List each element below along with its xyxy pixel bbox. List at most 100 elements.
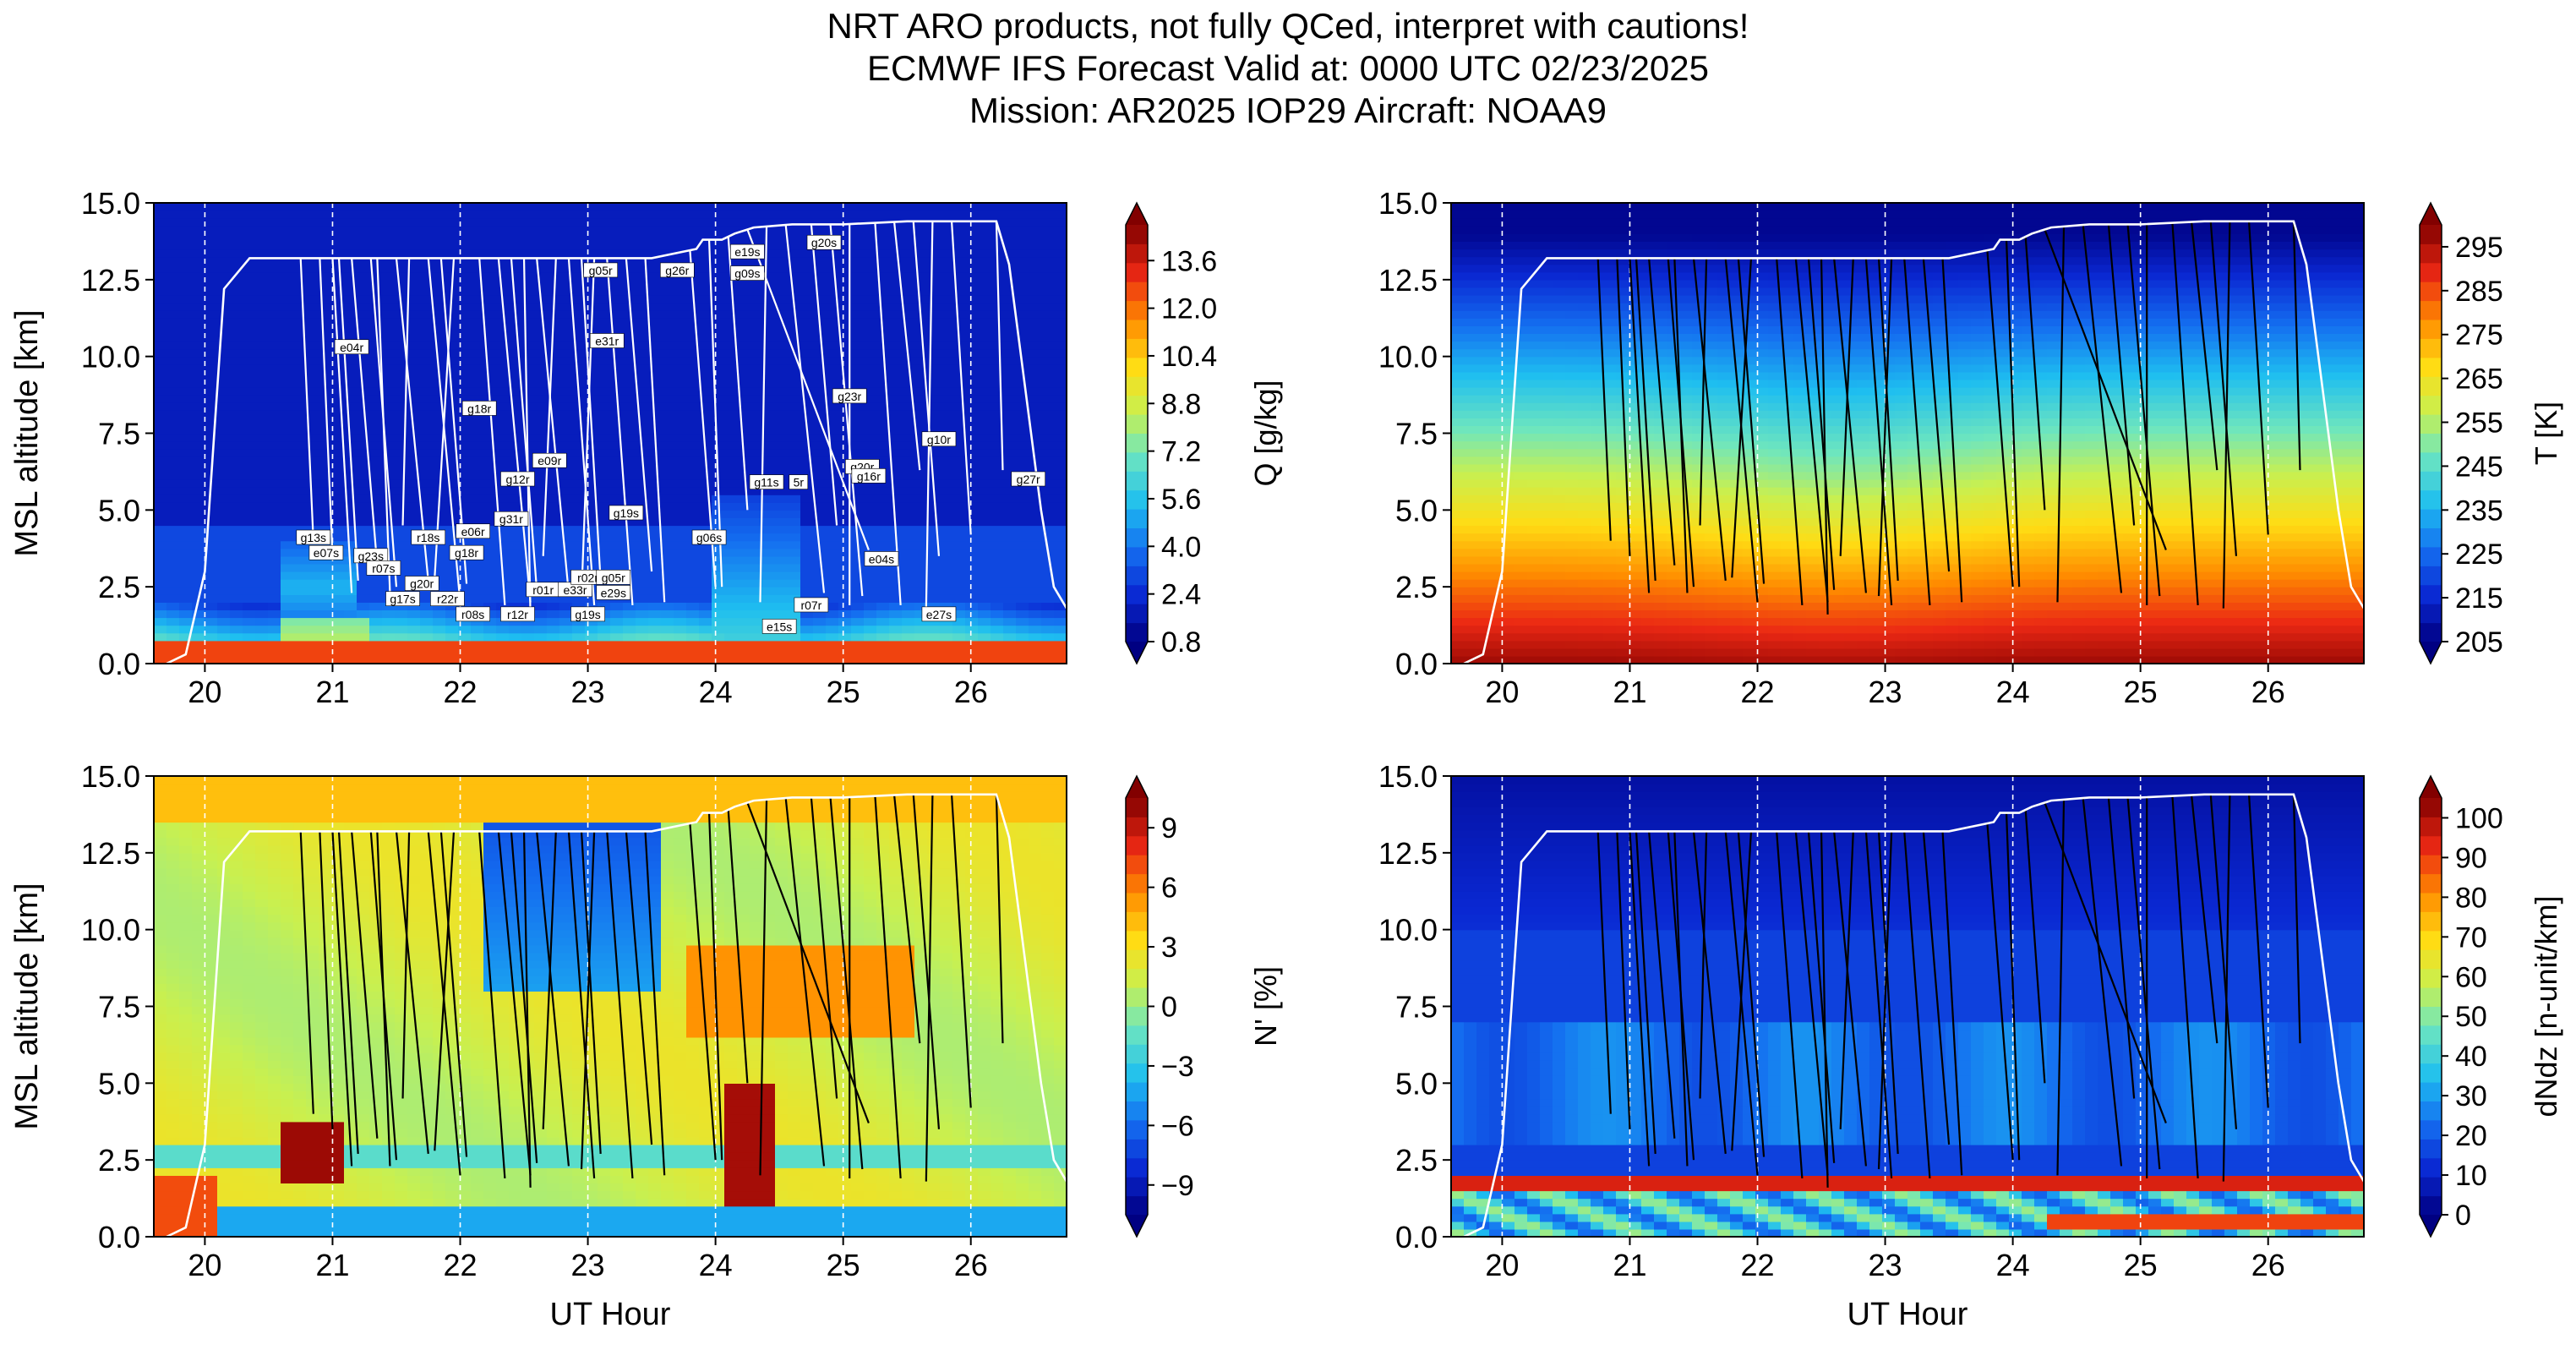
colorbar-tick-label: 275: [2455, 320, 2503, 352]
sonde-label-text: r22r: [437, 593, 458, 606]
sonde-label: r12r: [500, 606, 535, 622]
colorbar-segment: [2420, 949, 2442, 970]
colorbar-segment: [2420, 395, 2442, 415]
sonde-label: e07s: [308, 544, 344, 560]
sonde-label: r22r: [430, 591, 465, 607]
colorbar-segment: [1126, 930, 1148, 950]
sonde-trace: [542, 258, 557, 556]
colorbar-segment: [1126, 1063, 1148, 1083]
sonde-label-box: [660, 262, 695, 278]
sonde-trace: [1635, 258, 1656, 581]
colorbar-segment: [2420, 1006, 2442, 1026]
sonde-trace: [759, 226, 768, 603]
sonde-label-text: g12r: [505, 473, 529, 486]
sonde-trace: [337, 258, 359, 581]
sonde-trace: [567, 831, 596, 1179]
colorbar-segment: [1126, 855, 1148, 875]
colorbar-segment: [2420, 622, 2442, 642]
colorbar-segment: [1126, 451, 1148, 472]
sonde-label-box: [296, 529, 331, 545]
sonde-label-box: [589, 333, 625, 348]
sonde-trace: [2056, 226, 2066, 603]
x-tick-label: 21: [315, 675, 349, 709]
y-tick-label: 7.5: [1395, 417, 1438, 451]
y-tick-label: 2.5: [1395, 1143, 1438, 1178]
sonde-trace: [1877, 831, 1899, 1154]
sonde-label-box: [851, 468, 887, 484]
colorbar-bottom-arrow: [2420, 1215, 2442, 1237]
sonde-trace: [689, 823, 717, 1161]
sonde-trace: [810, 797, 838, 1099]
sonde-trace: [395, 258, 429, 582]
sonde-trace: [1699, 258, 1708, 526]
sonde-trace: [2107, 224, 2136, 526]
colorbar-segment: [1126, 395, 1148, 415]
sonde-trace: [522, 258, 532, 615]
colorbar-bottom-left: −9 −6 −3 0 3 6 9 N' [%]: [1125, 774, 1283, 1238]
sonde-trace: [892, 795, 921, 1044]
sonde-trace: [1839, 258, 1854, 556]
y-tick-label: 5.0: [98, 1066, 140, 1101]
sonde-trace: [727, 809, 749, 1084]
colorbar-segment: [2420, 300, 2442, 320]
sonde-trace: [1673, 831, 1689, 1167]
y-tick-label: 10.0: [81, 340, 140, 374]
x-tick-label: 25: [827, 1248, 860, 1282]
sonde-trace: [1648, 831, 1676, 1139]
y-tick-label: 10.0: [81, 913, 140, 948]
sonde-trace: [434, 258, 456, 578]
sonde-trace: [2247, 794, 2269, 1108]
panel-top-right: 20 21 22 23 24 25 26 0.0 2.5 5.0 7.5 10.0 12.5 15.0 20…: [1378, 186, 2563, 709]
y-tick-label: 5.0: [98, 493, 140, 527]
y-tick-label: 2.5: [1395, 570, 1438, 604]
y-tick-label: 15.0: [1378, 186, 1438, 221]
colorbar-segment: [2420, 1063, 2442, 1083]
colorbar-tick-label: 0.8: [1161, 626, 1201, 659]
colorbar-segment: [1126, 604, 1148, 624]
sonde-trace: [746, 802, 870, 1123]
colorbar-tick-label: 6: [1161, 872, 1177, 905]
sonde-traces: [1596, 794, 2301, 1188]
x-tick-label: 23: [571, 1248, 605, 1282]
sonde-label-text: r02r: [577, 571, 598, 584]
colorbar-segment: [1126, 893, 1148, 912]
x-tick-label: 26: [954, 675, 988, 709]
sonde-trace: [2171, 222, 2199, 606]
sonde-label-box: [430, 591, 465, 607]
colorbar-segment: [1126, 414, 1148, 434]
field-bottom-right: [1451, 776, 2364, 1237]
sonde-label: g17s: [385, 591, 420, 607]
sonde-label-box: [921, 606, 957, 622]
x-tick-label: 22: [1740, 675, 1774, 709]
sonde-trace: [510, 258, 538, 590]
x-tick-label: 20: [1485, 1248, 1519, 1282]
sonde-trace: [912, 794, 941, 1129]
sonde-trace: [567, 258, 596, 606]
y-tick-label: 0.0: [1395, 1220, 1438, 1254]
colorbar-segment: [2420, 1139, 2442, 1159]
colorbar-segment: [1126, 1025, 1148, 1045]
sonde-label-text: g23r: [838, 390, 861, 403]
colorbar-segment: [1126, 300, 1148, 320]
sonde-trace: [1877, 258, 1893, 597]
sonde-label-box: [449, 544, 484, 560]
sonde-trace: [1877, 831, 1893, 1170]
colorbar-segment: [1126, 1120, 1148, 1140]
sonde-trace: [784, 797, 826, 1167]
sonde-trace: [1807, 831, 1836, 1163]
sonde-trace: [1839, 831, 1854, 1129]
sonde-trace: [1776, 831, 1804, 1179]
colorbar-tick-label: 80: [2455, 882, 2487, 914]
sonde-trace: [644, 831, 666, 1176]
colorbar-segment: [1126, 566, 1148, 586]
sonde-label: g19s: [570, 606, 605, 622]
colorbar-tick-label: 235: [2455, 495, 2503, 527]
sonde-trace: [1596, 258, 1612, 541]
sonde-label: e33r: [558, 582, 592, 598]
sonde-trace: [337, 831, 359, 1154]
colorbar-segment: [1126, 1101, 1148, 1121]
sonde-trace: [1986, 249, 2014, 588]
colorbar-tick-label: 0: [1161, 992, 1177, 1024]
sonde-label: g16r: [851, 468, 887, 484]
